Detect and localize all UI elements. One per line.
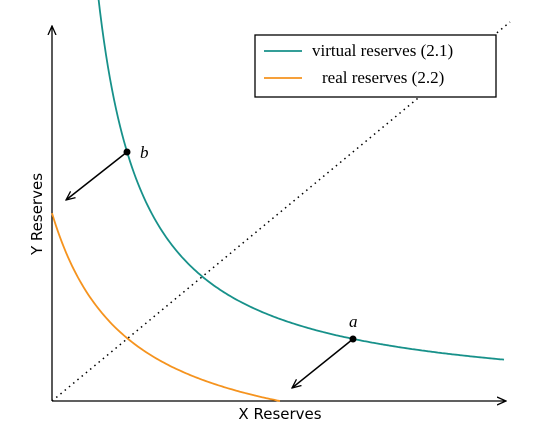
y-axis-label: Y Reserves [28, 173, 46, 256]
arrow-a [292, 338, 354, 388]
legend [254, 34, 497, 98]
point-a [349, 335, 357, 343]
legend-label: virtual reserves (2.1) [312, 41, 453, 60]
virtual-curve [97, 0, 505, 361]
point-label: b [140, 143, 149, 162]
arrow-b [66, 151, 128, 200]
x-axis-label: X Reserves [238, 405, 321, 423]
point-b [123, 148, 131, 156]
real-curve [51, 212, 281, 402]
point-label: a [349, 312, 358, 331]
legend-label: real reserves (2.2) [322, 68, 444, 87]
